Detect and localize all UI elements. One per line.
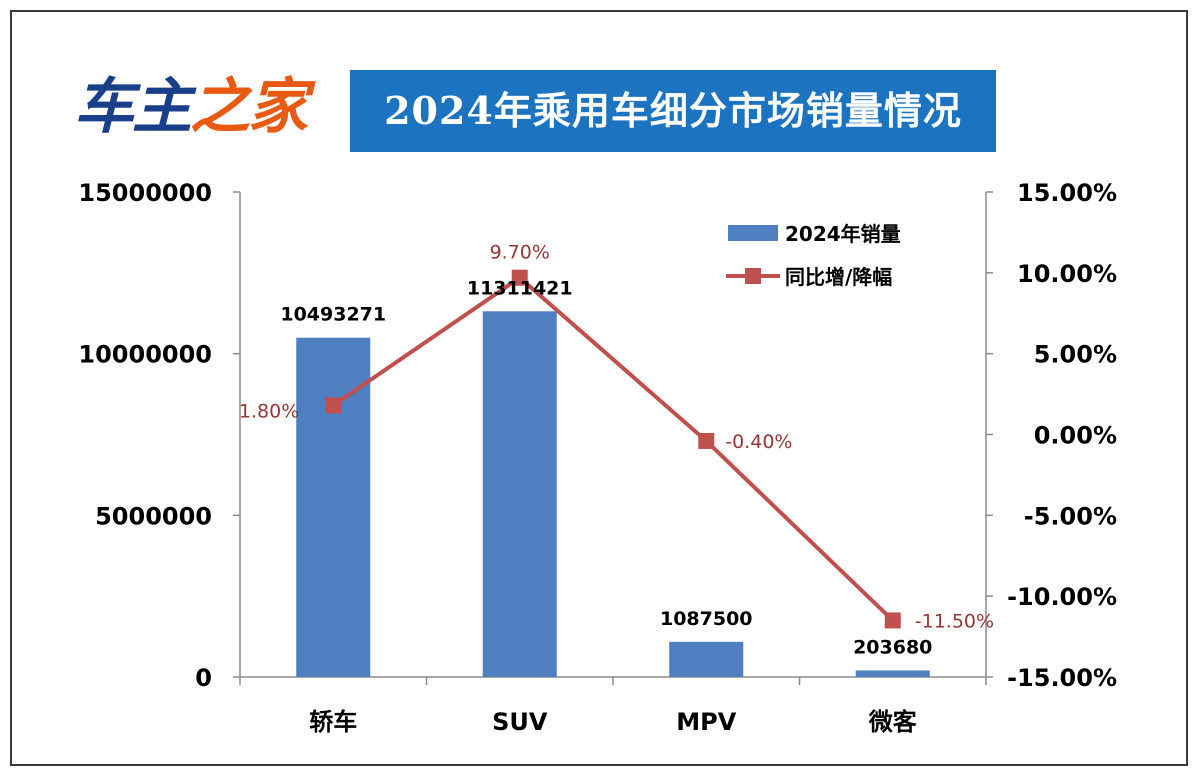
x-axis-category-label: MPV <box>676 708 736 736</box>
legend-bar-label: 2024年销量 <box>785 222 901 246</box>
right-axis-tick-label: 10.00% <box>1017 260 1117 288</box>
growth-marker-3 <box>884 612 901 629</box>
bar-2 <box>669 641 744 677</box>
growth-value-label: -11.50% <box>915 610 994 632</box>
x-axis-category-label: SUV <box>492 708 548 736</box>
bar-value-label: 203680 <box>853 636 932 658</box>
growth-marker-1 <box>511 269 528 286</box>
bar-value-label: 11311421 <box>467 277 573 299</box>
growth-value-label: 1.80% <box>239 400 299 422</box>
bar-3 <box>855 670 930 677</box>
right-axis-tick-label: -5.00% <box>1024 502 1117 530</box>
right-axis-tick-label: 5.00% <box>1034 341 1117 369</box>
growth-marker-0 <box>325 397 342 414</box>
left-axis-tick-label: 15000000 <box>78 179 212 207</box>
chart-title: 2024年乘用车细分市场销量情况 <box>350 70 996 152</box>
autohome-logo: 车主之家 <box>74 62 308 152</box>
bar-value-label: 10493271 <box>280 304 386 326</box>
growth-value-label: -0.40% <box>725 431 792 453</box>
growth-value-label: 9.70% <box>490 242 550 264</box>
legend-line-marker <box>745 268 761 284</box>
growth-line <box>332 275 895 622</box>
right-axis-tick-label: -10.00% <box>1007 583 1117 611</box>
legend-line-label: 同比增/降幅 <box>785 265 892 289</box>
right-axis-tick-label: 0.00% <box>1034 422 1117 450</box>
x-axis-category-label: 微客 <box>868 708 918 736</box>
left-axis-tick-label: 5000000 <box>95 502 212 530</box>
left-axis-tick-label: 10000000 <box>78 341 212 369</box>
x-axis-category-label: 轿车 <box>309 708 357 736</box>
bar-value-label: 1087500 <box>660 608 753 630</box>
logo-text-part2: 之家 <box>190 72 308 142</box>
legend-bar-swatch <box>728 225 778 241</box>
bar-1 <box>482 311 557 677</box>
logo-text-part1: 车主 <box>74 72 192 142</box>
right-axis-tick-label: -15.00% <box>1007 664 1117 692</box>
growth-marker-2 <box>698 432 715 449</box>
left-axis-tick-label: 0 <box>195 664 212 692</box>
bar-0 <box>296 337 371 677</box>
right-axis-tick-label: 15.00% <box>1017 179 1117 207</box>
